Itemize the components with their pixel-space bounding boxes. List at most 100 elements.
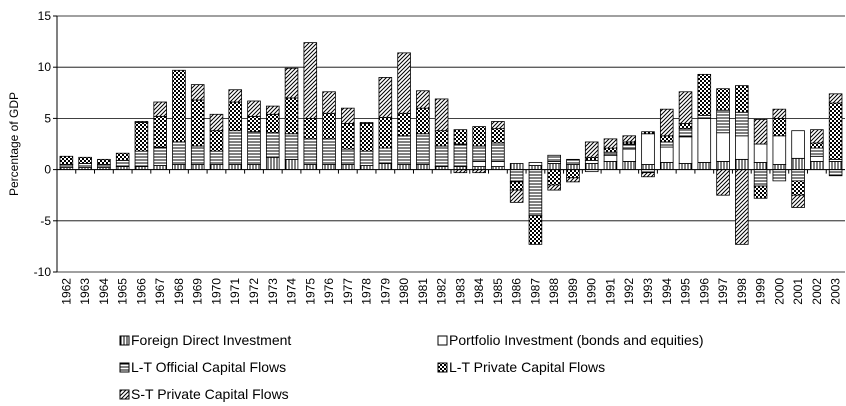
- bar-segment: [434, 130, 449, 147]
- bar-segment: [265, 113, 280, 134]
- x-tick-label: 1990: [585, 278, 599, 305]
- x-tick-label: 1962: [59, 278, 73, 305]
- legend-swatch: [437, 362, 448, 373]
- bar-segment: [697, 73, 712, 116]
- bar-segment: [284, 133, 299, 160]
- x-tick-label: 1988: [547, 278, 561, 305]
- bar-segment: [622, 148, 637, 162]
- x-tick-label: 1978: [360, 278, 374, 305]
- bar-segment: [566, 169, 580, 179]
- bar-segment: [828, 161, 843, 171]
- bar-segment: [115, 152, 130, 161]
- bar-segment: [397, 52, 411, 114]
- x-tick-label: 1964: [97, 278, 111, 305]
- bar-segment: [228, 101, 243, 132]
- bar-segment: [509, 181, 524, 191]
- bar-segment: [659, 146, 674, 163]
- bar-segment: [153, 101, 167, 117]
- x-tick-label: 1996: [697, 278, 711, 305]
- bar-segment: [59, 155, 74, 165]
- bar-segment: [791, 157, 805, 170]
- bar-segment: [509, 189, 524, 203]
- bar-segment: [810, 129, 824, 144]
- bar-segment: [584, 156, 599, 161]
- x-tick-label: 1979: [378, 278, 392, 305]
- bar-segment: [528, 162, 543, 166]
- bar-segment: [772, 118, 787, 137]
- bar-segment: [265, 105, 280, 115]
- bar-segment: [397, 135, 411, 165]
- bar-segment: [303, 42, 318, 119]
- bar-segment: [172, 141, 186, 165]
- x-tick-label: 2001: [791, 278, 805, 305]
- bar-segment: [622, 135, 637, 143]
- bar-segment: [322, 91, 336, 114]
- bar-segment: [209, 164, 224, 170]
- legend-swatch: [119, 335, 130, 346]
- x-tick-label: 1970: [209, 278, 223, 305]
- bar-segment: [247, 131, 261, 165]
- x-tick-label: 1981: [416, 278, 430, 305]
- bar-segment: [247, 115, 261, 133]
- bar-segment: [491, 161, 505, 167]
- bar-segment: [547, 154, 561, 162]
- bar-segment: [622, 161, 637, 171]
- y-tick-label: 0: [44, 163, 51, 177]
- bar-segment: [716, 169, 730, 196]
- bar-segment: [78, 156, 92, 164]
- bar-segment: [697, 114, 712, 119]
- bar-segment: [303, 118, 318, 140]
- bar-segment: [753, 143, 768, 163]
- bar-segment: [153, 115, 167, 148]
- x-tick-label: 1998: [735, 278, 749, 305]
- bar-segment: [190, 145, 205, 165]
- bar-segment: [322, 112, 336, 140]
- bar-segment: [716, 161, 730, 171]
- bar-segment: [547, 163, 561, 170]
- y-tick-label: 15: [38, 9, 52, 23]
- bar-segment: [341, 164, 355, 170]
- bar-segment: [810, 155, 824, 162]
- bar-segment: [378, 77, 393, 118]
- bar-segment: [791, 169, 805, 182]
- bar-segment: [284, 97, 299, 135]
- bar-segment: [153, 146, 167, 166]
- bar-segment: [791, 180, 805, 196]
- bar-segment: [397, 112, 411, 137]
- bar-segment: [491, 142, 505, 162]
- x-tick-label: 1994: [660, 278, 674, 305]
- bar-segment: [416, 164, 430, 170]
- bar-segment: [322, 164, 336, 170]
- bar-segment: [678, 128, 693, 138]
- bar-segment: [772, 108, 787, 119]
- x-tick-label: 1975: [303, 278, 317, 305]
- bar-segment: [716, 88, 730, 111]
- bar-segment: [566, 164, 580, 170]
- legend-swatch: [119, 362, 130, 373]
- bar-segment: [209, 113, 224, 132]
- y-axis-label: Percentage of GDP: [7, 92, 21, 196]
- bar-segment: [303, 138, 318, 165]
- bar-segment: [284, 158, 299, 171]
- bar-segment: [97, 158, 111, 165]
- bar-segment: [659, 135, 674, 143]
- x-tick-label: 2000: [772, 278, 786, 305]
- bar-segment: [810, 161, 824, 171]
- bar-segment: [603, 151, 618, 156]
- bar-segment: [678, 163, 693, 170]
- bar-segment: [209, 130, 224, 152]
- y-tick-label: 10: [38, 60, 52, 74]
- bar-segment: [209, 150, 224, 165]
- bar-segment: [753, 119, 768, 145]
- x-tick-label: 1984: [472, 278, 486, 305]
- bar-segment: [735, 158, 749, 171]
- bar-segment: [772, 169, 787, 182]
- bar-segment: [584, 163, 599, 170]
- bar-segment: [491, 121, 505, 130]
- bar-segment: [134, 121, 149, 123]
- bar-segment: [378, 147, 393, 164]
- bar-segment: [228, 130, 243, 165]
- bar-segment: [472, 161, 486, 167]
- bar-segment: [828, 169, 843, 177]
